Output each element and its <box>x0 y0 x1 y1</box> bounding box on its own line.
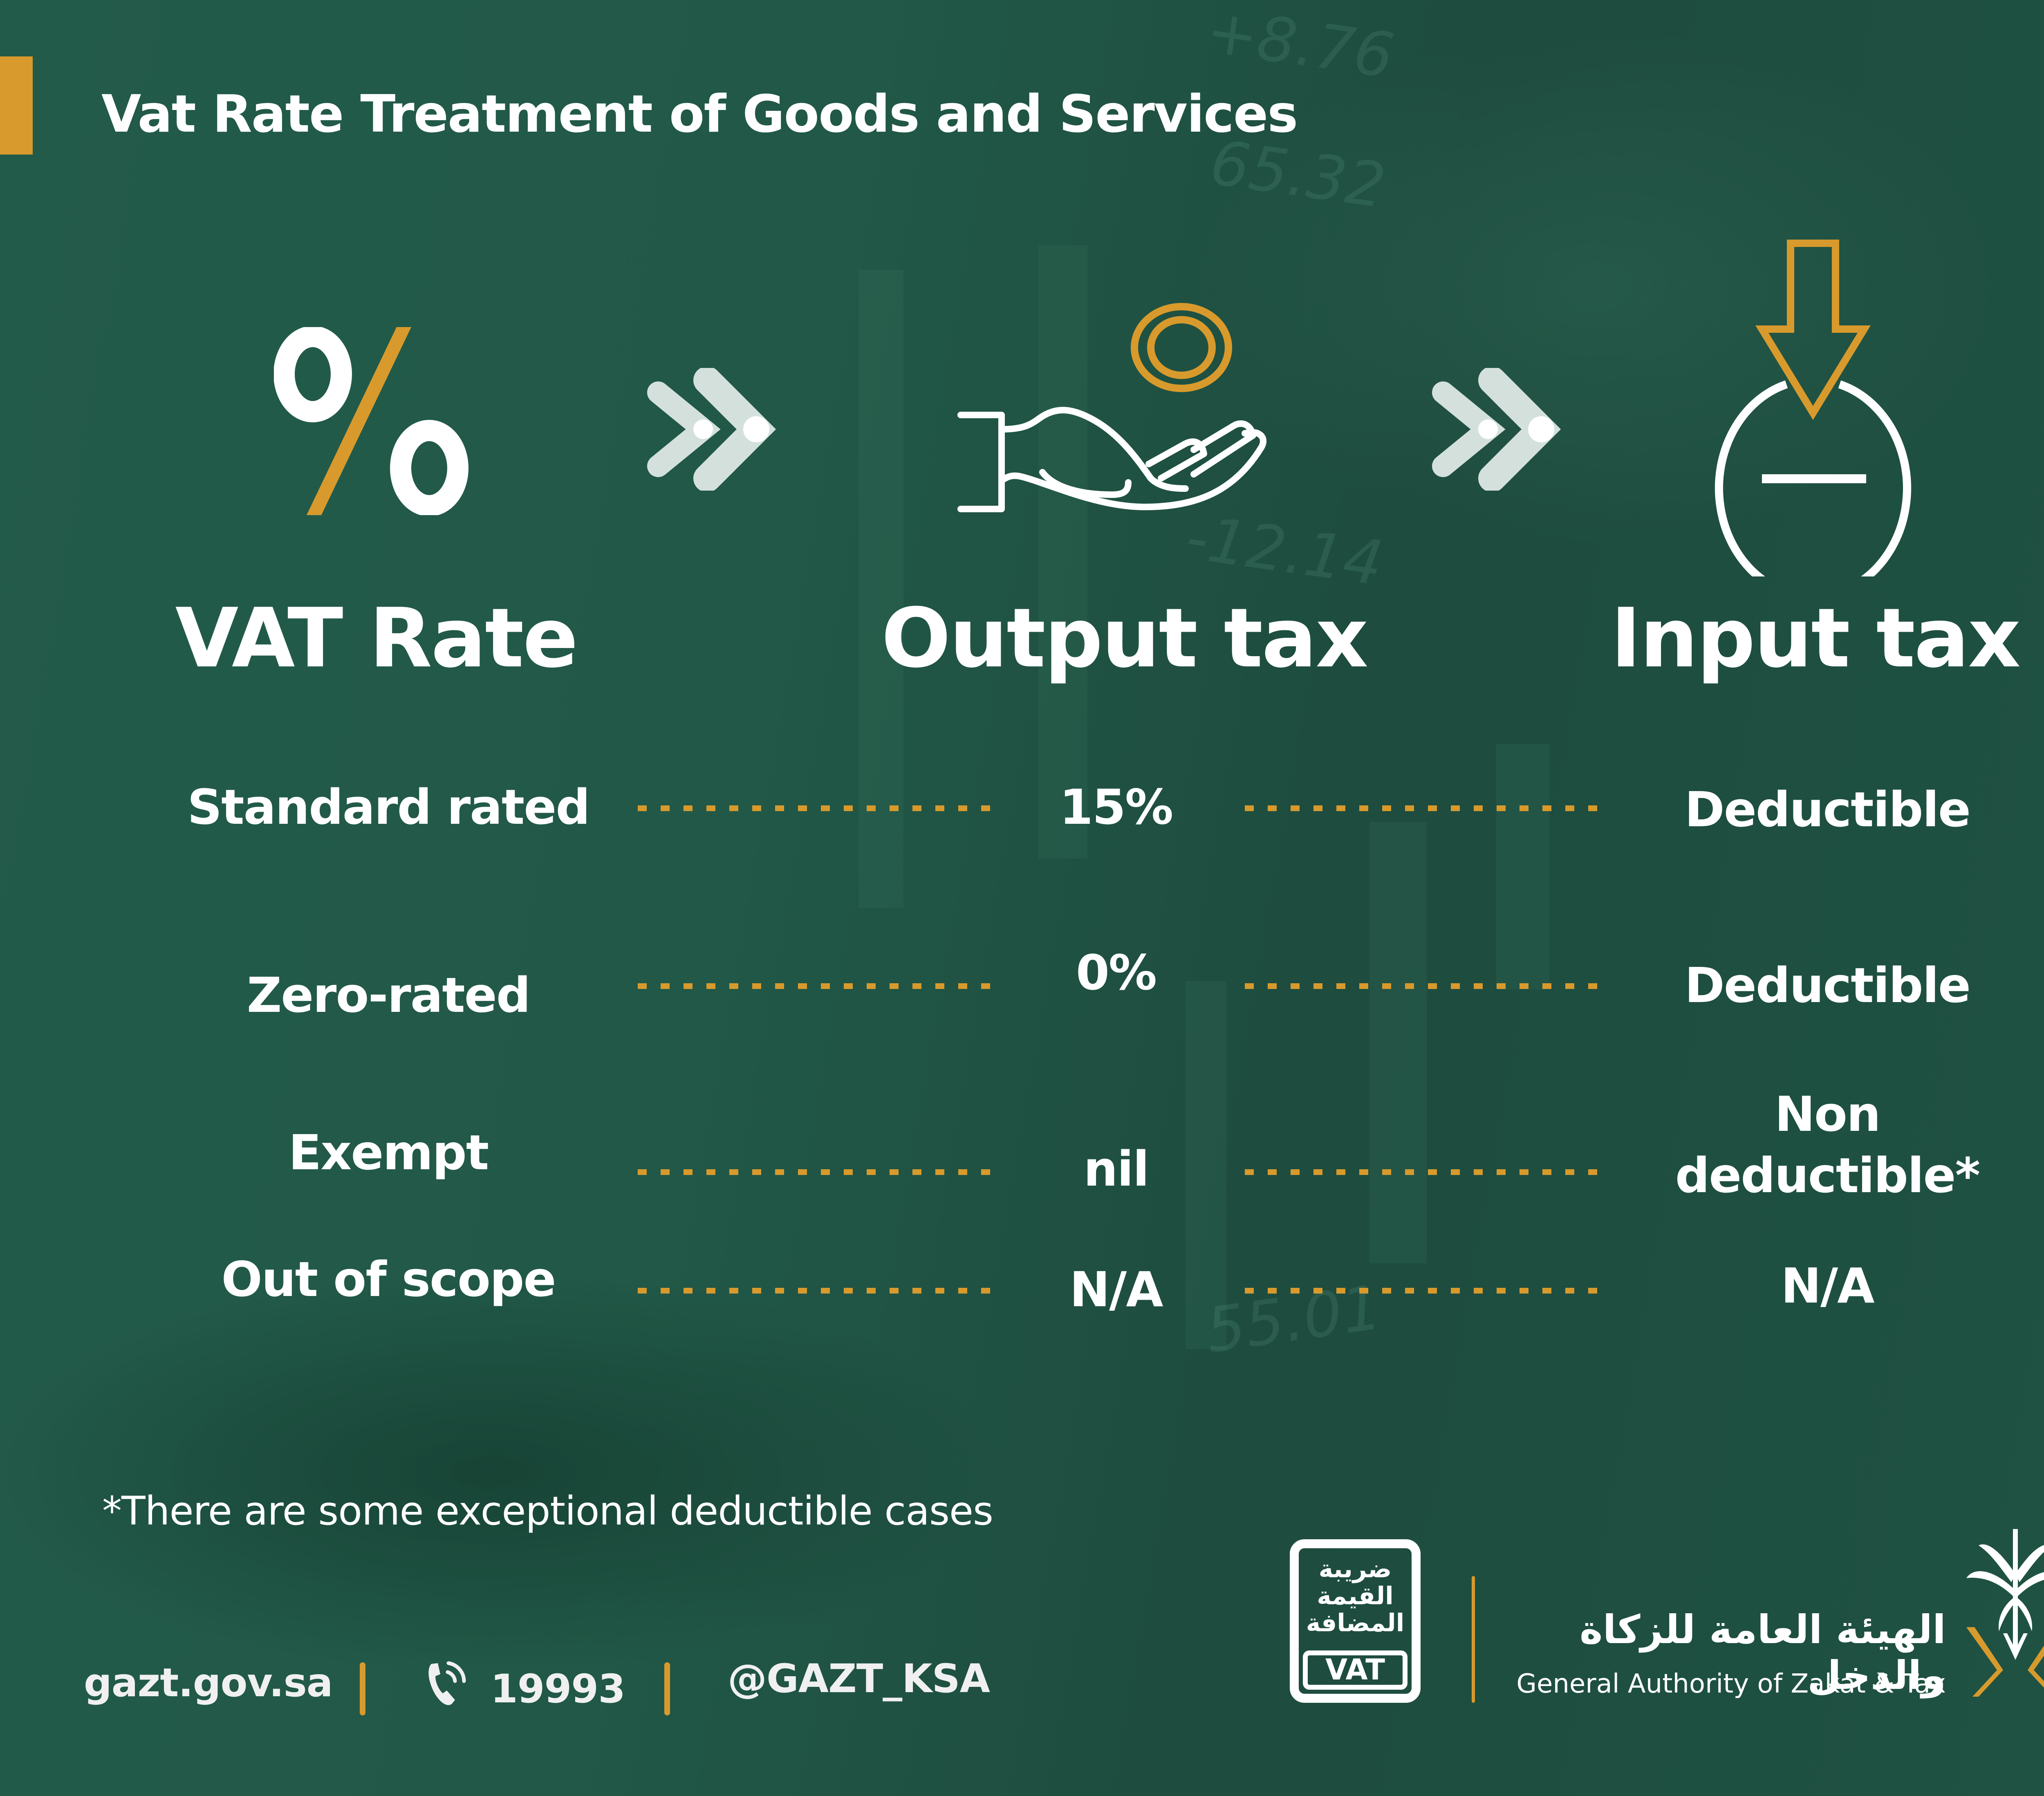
background-chart-bar <box>1496 744 1549 989</box>
background-number: +8.76 <box>1202 0 1398 92</box>
dotted-leader <box>638 805 1002 811</box>
vat-logo-label: VAT <box>1303 1650 1407 1690</box>
dotted-leader <box>1245 1169 1609 1175</box>
double-chevron-right-icon <box>647 368 776 491</box>
input-tax-exempt: Non deductible* <box>1602 1083 2044 1206</box>
logo-separator <box>1472 1576 1475 1703</box>
column-heading-input-tax: Input tax <box>1610 591 2021 686</box>
dotted-leader <box>638 1288 1002 1294</box>
output-tax-zero: 0% <box>1076 944 1157 1001</box>
rate-label-zero: Zero-rated <box>247 967 531 1023</box>
arrow-down-into-minus-circle-icon <box>1715 240 1911 576</box>
double-chevron-right-icon <box>1432 368 1561 491</box>
output-tax-out-of-scope: N/A <box>1069 1261 1163 1318</box>
background-chart-bar <box>1186 981 1226 1349</box>
background-chart-bar <box>1369 822 1427 1263</box>
rate-label-out-of-scope: Out of scope <box>221 1251 556 1307</box>
website-link[interactable]: gazt.gov.sa <box>84 1660 333 1706</box>
palm-swords-emblem-icon <box>1966 1529 2044 1697</box>
vat-logo: ضريبة القيمة المضافة VAT <box>1290 1539 1421 1703</box>
vat-logo-arabic: ضريبة القيمة المضافة <box>1306 1555 1405 1637</box>
hand-receiving-coin-icon <box>957 303 1266 512</box>
phone-number[interactable]: 19993 <box>491 1666 625 1712</box>
output-tax-exempt: nil <box>1083 1141 1150 1197</box>
background-chart-bar <box>858 270 903 908</box>
column-heading-output-tax: Output tax <box>881 591 1368 686</box>
authority-name-english: General Authority of Zakat & Tax <box>1516 1669 1946 1699</box>
input-tax-zero: Deductible <box>1684 957 1971 1013</box>
footer-separator <box>360 1662 365 1715</box>
rate-label-standard: Standard rated <box>187 779 590 835</box>
authority-name-arabic: الهيئة العامة للزكاة والدخل <box>1579 1607 1946 1698</box>
page-title: Vat Rate Treatment of Goods and Services <box>101 84 1298 144</box>
social-handle[interactable]: @GAZT_KSA <box>728 1656 990 1702</box>
dotted-leader <box>1245 983 1609 989</box>
input-tax-exempt-line1: Non <box>1775 1086 1881 1142</box>
output-tax-standard: 15% <box>1059 779 1173 835</box>
phone-icon <box>428 1661 466 1705</box>
rate-label-exempt: Exempt <box>288 1124 489 1181</box>
input-tax-out-of-scope: N/A <box>1781 1258 1874 1314</box>
background-chart-bar <box>1038 245 1087 859</box>
dotted-leader <box>638 983 1002 989</box>
background-number: -12.14 <box>1181 502 1387 600</box>
footer-separator <box>664 1662 670 1715</box>
dotted-leader <box>638 1169 1002 1175</box>
input-tax-standard: Deductible <box>1684 781 1971 838</box>
footnote: *There are some exceptional deductible c… <box>102 1488 993 1534</box>
dotted-leader <box>1245 805 1609 811</box>
dotted-leader <box>1245 1288 1609 1294</box>
percent-icon <box>274 327 468 515</box>
input-tax-exempt-line2: deductible* <box>1675 1147 1980 1204</box>
title-accent-bar <box>0 56 33 155</box>
column-heading-vat-rate: VAT Rate <box>175 591 578 686</box>
